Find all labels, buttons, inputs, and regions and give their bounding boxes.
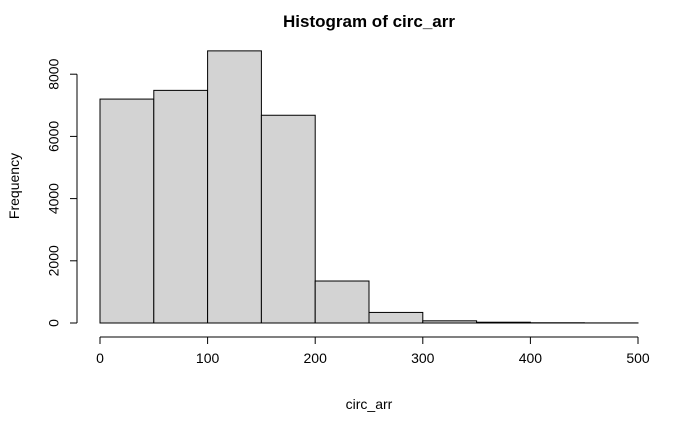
x-tick-label: 500 (626, 350, 650, 366)
x-tick-label: 200 (304, 350, 328, 366)
histogram-bar (422, 320, 478, 324)
x-axis: 0 100 200 300 400 500 (96, 336, 650, 366)
y-tick-label: 0 (46, 319, 62, 327)
bars-group (99, 50, 639, 324)
y-tick-label: 8000 (46, 58, 62, 89)
y-tick-label: 4000 (46, 183, 62, 214)
histogram-bar (314, 280, 370, 324)
x-tick-label: 400 (519, 350, 543, 366)
x-tick-label: 300 (411, 350, 435, 366)
y-axis-label: Frequency (6, 153, 22, 219)
y-axis: 0 2000 4000 6000 8000 (46, 58, 78, 327)
x-axis-label: circ_arr (346, 396, 393, 412)
histogram-bar (476, 321, 531, 324)
y-tick-label: 6000 (46, 121, 62, 152)
histogram-bar (99, 98, 155, 324)
x-tick-label: 100 (196, 350, 220, 366)
chart-title: Histogram of circ_arr (283, 12, 455, 31)
y-tick-label: 2000 (46, 245, 62, 276)
histogram-bar (153, 89, 209, 324)
histogram-bar (260, 114, 316, 324)
x-tick-label: 0 (96, 350, 104, 366)
histogram-bar (368, 311, 424, 324)
histogram-bar (207, 50, 262, 324)
